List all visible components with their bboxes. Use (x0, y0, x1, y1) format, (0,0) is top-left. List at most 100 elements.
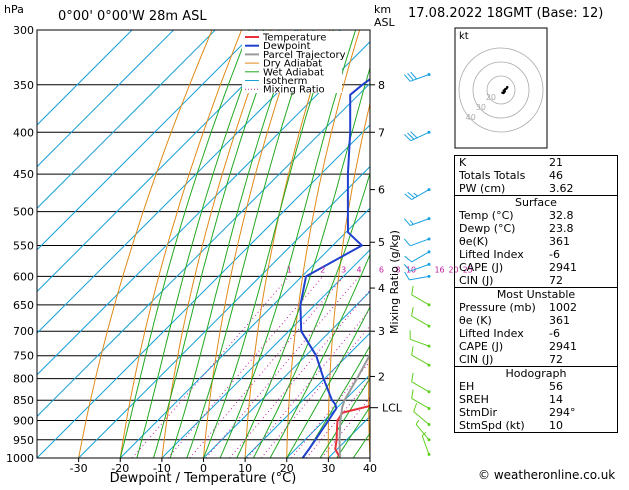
surface-label: Temp (°C) (459, 209, 514, 222)
x-tick-label: -30 (70, 462, 88, 475)
km-tick-label: 2 (378, 370, 385, 383)
dry-adiabat-line (620, 30, 629, 458)
wind-barb (405, 188, 431, 200)
wind-barb (405, 250, 431, 262)
pressure-tick-label: 750 (13, 350, 34, 363)
surface-row: Temp (°C) 32.8 (455, 209, 617, 222)
dry-adiabat-line (120, 30, 241, 458)
wind-barb-flag (405, 256, 412, 262)
x-axis-label: Dewpoint / Temperature (°C) (110, 471, 297, 486)
most-unstable-value: 361 (549, 314, 613, 327)
most-unstable-value: 72 (549, 353, 613, 366)
wind-barb-staff (412, 295, 429, 305)
hodograph-kt-label: kt (459, 31, 469, 42)
surface-value: 2941 (549, 261, 613, 274)
mixing-ratio-label: 3 (341, 265, 346, 274)
hodograph-title: Hodograph (455, 367, 617, 380)
asl-label: ASL (374, 16, 396, 29)
mixing-ratio-axis-label: Mixing Ratio (g/kg) (388, 230, 401, 334)
pressure-tick-label: 300 (13, 24, 34, 37)
surface-label: CIN (J) (459, 274, 493, 287)
date-header: 17.08.2022 18GMT (Base: 12) (408, 6, 603, 21)
pressure-tick-label: 1000 (6, 452, 34, 465)
wind-barb-dot (428, 325, 431, 328)
wind-barb (412, 390, 431, 410)
hodograph-value: 14 (549, 393, 613, 406)
pressure-tick-label: 700 (13, 325, 34, 338)
index-value: 3.62 (549, 182, 613, 195)
pressure-tick-label: 350 (13, 79, 34, 92)
pressure-tick-label: 600 (13, 270, 34, 283)
wind-barb-flag (412, 390, 413, 399)
isotherm-line (0, 30, 299, 458)
index-label: K (459, 156, 466, 169)
surface-label: CAPE (J) (459, 261, 503, 274)
mixing-ratio-label: 4 (356, 265, 361, 274)
most-unstable-label: Lifted Index (459, 327, 524, 340)
surface-row: CIN (J) 72 (455, 274, 617, 287)
surface-title: Surface (455, 196, 617, 209)
surface-row: Lifted Index -6 (455, 248, 617, 261)
mixing-ratio-label: 16 (434, 265, 444, 274)
wind-barb-staff (412, 355, 429, 365)
surface-value: -6 (549, 248, 613, 261)
pressure-tick-label: 850 (13, 394, 34, 407)
pressure-tick-label: 450 (13, 168, 34, 181)
wind-barb-flag (410, 221, 413, 225)
hodograph-ring-label: 40 (466, 113, 476, 122)
wind-barb (412, 373, 431, 393)
wind-barb-flag (404, 219, 410, 226)
wind-barb-dot (428, 237, 431, 240)
wind-barb-dot (428, 407, 431, 410)
km-tick-label: 7 (378, 126, 385, 139)
wind-barb-flag (414, 193, 418, 196)
wind-barb-dot (428, 390, 431, 393)
surface-value: 72 (549, 274, 613, 287)
wind-barb-staff (412, 252, 429, 262)
hodograph-label: StmSpd (kt) (459, 419, 525, 432)
km-label: km (374, 3, 391, 16)
hodograph-ring-label: 30 (476, 103, 486, 112)
wind-barb-staff (412, 398, 429, 408)
dewpoint-line (300, 69, 384, 458)
index-label: Totals Totals (459, 169, 525, 182)
hodograph-value: 56 (549, 380, 613, 393)
most-unstable-row: CAPE (J)2941 (455, 340, 617, 353)
x-tick-label: 40 (363, 462, 377, 475)
surface-row: θe(K)361 (455, 235, 617, 248)
mixing-ratio-label: 1 (287, 265, 292, 274)
wind-barb-dot (428, 438, 431, 441)
wind-barb-dot (428, 217, 431, 220)
wind-barb-dot (428, 423, 431, 426)
wind-barb-flag (412, 286, 413, 295)
wind-barb-dot (428, 303, 431, 306)
most-unstable-row: θe (K)361 (455, 314, 617, 327)
wind-barb-dot (428, 188, 431, 191)
wind-barb (410, 330, 430, 347)
wind-barb-flag (412, 373, 413, 382)
mixing-ratio-label: 2 (320, 265, 325, 274)
wind-barb-dot (428, 250, 431, 253)
surface-value: 32.8 (549, 209, 613, 222)
most-unstable-value: 1002 (549, 301, 613, 314)
most-unstable-value: -6 (549, 327, 613, 340)
wind-barb-dot (428, 345, 431, 348)
pressure-tick-label: 900 (13, 415, 34, 428)
hodograph-value: 10 (549, 419, 613, 432)
copyright-footer: © weatheronline.co.uk (478, 468, 615, 482)
most-unstable-row: Lifted Index -6 (455, 327, 617, 340)
wind-barb-staff (414, 412, 429, 425)
wet-adiabat-line (137, 30, 264, 458)
wind-barb (404, 237, 430, 245)
surface-label: Lifted Index (459, 248, 524, 261)
pressure-tick-label: 500 (13, 206, 34, 219)
km-tick-label: 3 (378, 325, 385, 338)
surface-row: Dewp (°C)23.8 (455, 222, 617, 235)
wind-barb-flag (412, 307, 413, 316)
